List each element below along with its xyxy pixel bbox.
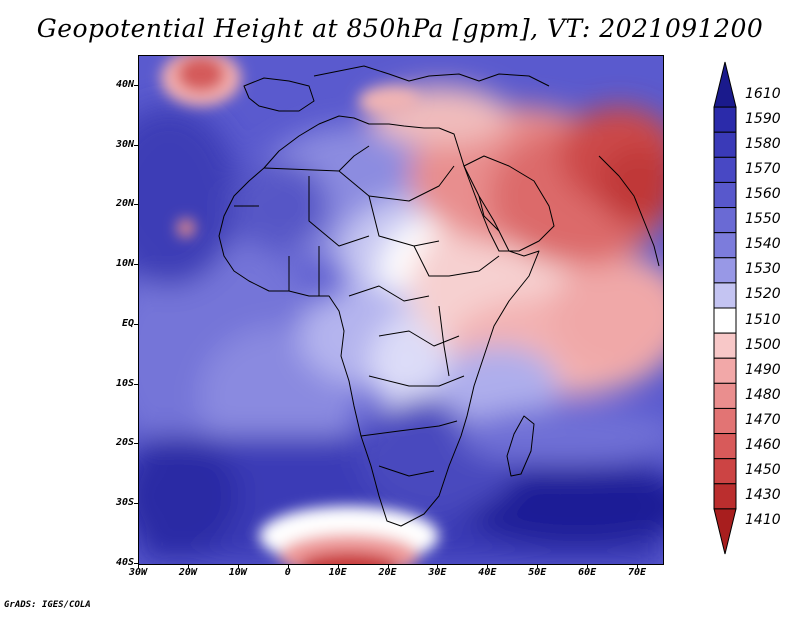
lat-tick <box>134 204 138 206</box>
lon-tick <box>138 564 139 568</box>
colorbar-level-label: 1580 <box>745 135 781 152</box>
lon-tick <box>387 564 389 568</box>
lat-label: 20S <box>115 437 134 449</box>
colorbar-level-label: 1410 <box>745 512 781 529</box>
lon-tick <box>437 564 439 568</box>
colorbar-swatch <box>713 282 737 309</box>
colorbar-swatch <box>713 433 737 460</box>
lon-label: 60E <box>578 567 597 578</box>
lon-tick <box>337 564 339 568</box>
lon-label: 0 <box>284 567 291 578</box>
lat-tick <box>134 563 138 564</box>
map-panel <box>138 55 664 565</box>
lat-tick <box>134 503 138 505</box>
lon-label: 30W <box>128 567 148 578</box>
colorbar-level-label: 1500 <box>745 336 781 353</box>
colorbar-swatch <box>713 407 737 435</box>
colorbar-swatch <box>713 483 737 510</box>
lat-label: 30N <box>115 138 134 150</box>
lat-label: 30S <box>115 497 134 509</box>
colorbar-level-label: 1520 <box>745 286 781 303</box>
lon-label: 20E <box>378 567 397 578</box>
colorbar-level-label: 1450 <box>745 462 781 479</box>
colorbar-swatch <box>713 307 737 334</box>
colorbar-level-label: 1480 <box>745 386 781 403</box>
colorbar-level-label: 1470 <box>745 412 781 428</box>
lon-label: 70E <box>628 567 647 578</box>
geopotential-field <box>139 56 663 564</box>
lat-tick <box>134 144 138 146</box>
colorbar-swatch <box>713 508 737 555</box>
lat-label: 10S <box>115 377 134 389</box>
colorbar-swatch <box>713 106 737 133</box>
colorbar-swatch <box>713 458 737 485</box>
credit-text: GrADS: IGES/COLA <box>4 600 91 610</box>
chart-title: Geopotential Height at 850hPa [gpm], VT:… <box>36 14 764 43</box>
colorbar-swatch <box>713 156 737 183</box>
colorbar-swatch <box>713 181 737 209</box>
colorbar-level-label: 1460 <box>745 437 781 454</box>
lon-tick <box>237 564 239 568</box>
colorbar <box>713 61 737 555</box>
coastlines <box>218 65 660 527</box>
lon-tick <box>487 564 489 568</box>
colorbar-level-label: 1490 <box>745 361 781 378</box>
colorbar-swatch <box>713 131 737 158</box>
lat-tick <box>134 323 138 325</box>
colorbar-swatch <box>713 61 737 108</box>
colorbar-level-label: 1430 <box>745 487 781 504</box>
colorbar-swatch <box>713 257 737 284</box>
colorbar-swatch <box>713 207 737 234</box>
colorbar-level-label: 1540 <box>745 236 781 253</box>
lat-label: EQ <box>121 317 134 329</box>
lat-tick <box>134 383 138 385</box>
lon-label: 30E <box>428 567 447 578</box>
lon-label: 40E <box>478 567 497 578</box>
lat-label: 20N <box>115 198 134 210</box>
lon-label: 10W <box>228 567 247 578</box>
lat-label: 40S <box>115 557 134 568</box>
lat-tick <box>134 84 138 86</box>
lat-tick <box>134 264 138 266</box>
lat-tick <box>134 443 138 445</box>
colorbar-level-label: 1550 <box>745 211 781 228</box>
colorbar-level-label: 1560 <box>745 186 781 202</box>
colorbar-level-label: 1530 <box>745 261 781 278</box>
colorbar-swatch <box>713 382 737 409</box>
colorbar-level-label: 1510 <box>745 311 781 328</box>
lon-tick <box>637 564 639 568</box>
lon-tick <box>587 564 589 568</box>
colorbar-swatch <box>713 232 737 259</box>
lon-label: 20W <box>178 567 197 578</box>
lon-tick <box>537 564 539 568</box>
lon-label: 50E <box>528 567 547 578</box>
colorbar-level-label: 1610 <box>745 85 781 102</box>
colorbar-level-label: 1570 <box>745 160 781 177</box>
colorbar-swatch <box>713 332 737 359</box>
lon-tick <box>187 564 189 568</box>
lat-label: 40N <box>115 78 134 90</box>
colorbar-level-label: 1590 <box>745 110 781 127</box>
colorbar-swatch <box>713 357 737 384</box>
lat-label: 10N <box>115 258 134 270</box>
lon-label: 10E <box>328 567 347 578</box>
lon-tick <box>287 564 289 568</box>
